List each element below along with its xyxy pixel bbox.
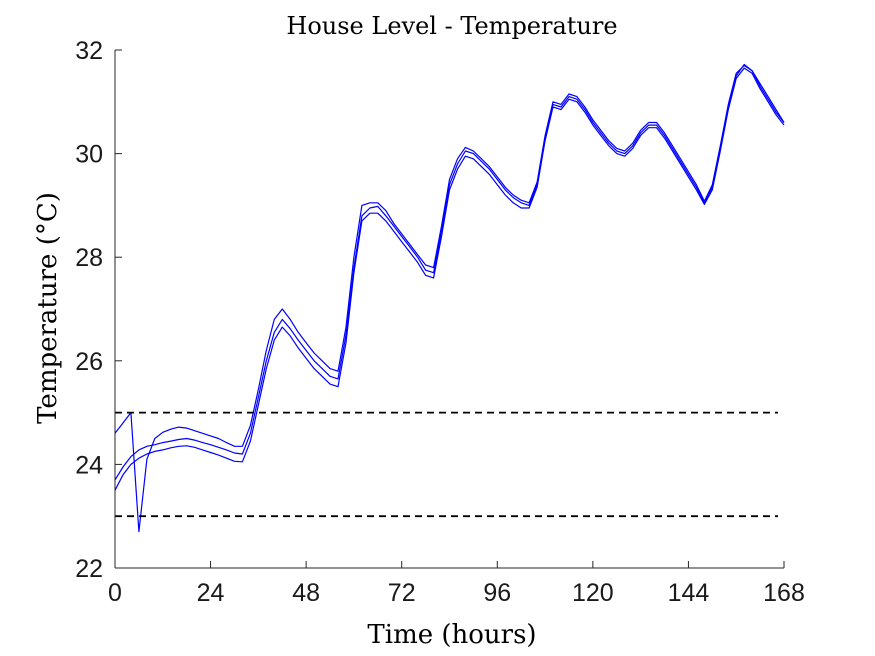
reference-lines [115, 411, 778, 518]
y-tick-label: 28 [75, 244, 103, 272]
x-tick-label: 96 [483, 579, 511, 607]
y-tick-label: 32 [75, 37, 103, 65]
chart-title: House Level - Temperature [286, 12, 617, 40]
y-tick-label: 24 [75, 451, 103, 479]
series-layer [114, 63, 785, 533]
x-axis-label: Time (hours) [367, 620, 536, 650]
series-line-2 [114, 67, 785, 491]
x-tick-label: 72 [388, 579, 416, 607]
y-tick-label: 30 [75, 141, 103, 169]
series-line-1 [114, 63, 785, 481]
x-tick-label: 48 [292, 579, 320, 607]
y-axis-label: Temperature (°C) [33, 192, 63, 424]
x-tick-label: 24 [197, 579, 225, 607]
series-line-3 [114, 64, 785, 533]
x-tick-label: 0 [108, 579, 122, 607]
y-tick-label: 22 [75, 555, 103, 583]
x-tick-label: 120 [572, 579, 614, 607]
y-tick-label: 26 [75, 348, 103, 376]
axes: 0 24 48 72 96 120 144 168 22 24 26 28 30 32 [75, 37, 805, 607]
x-tick-label: 144 [668, 579, 710, 607]
x-tick-label: 168 [763, 579, 805, 607]
